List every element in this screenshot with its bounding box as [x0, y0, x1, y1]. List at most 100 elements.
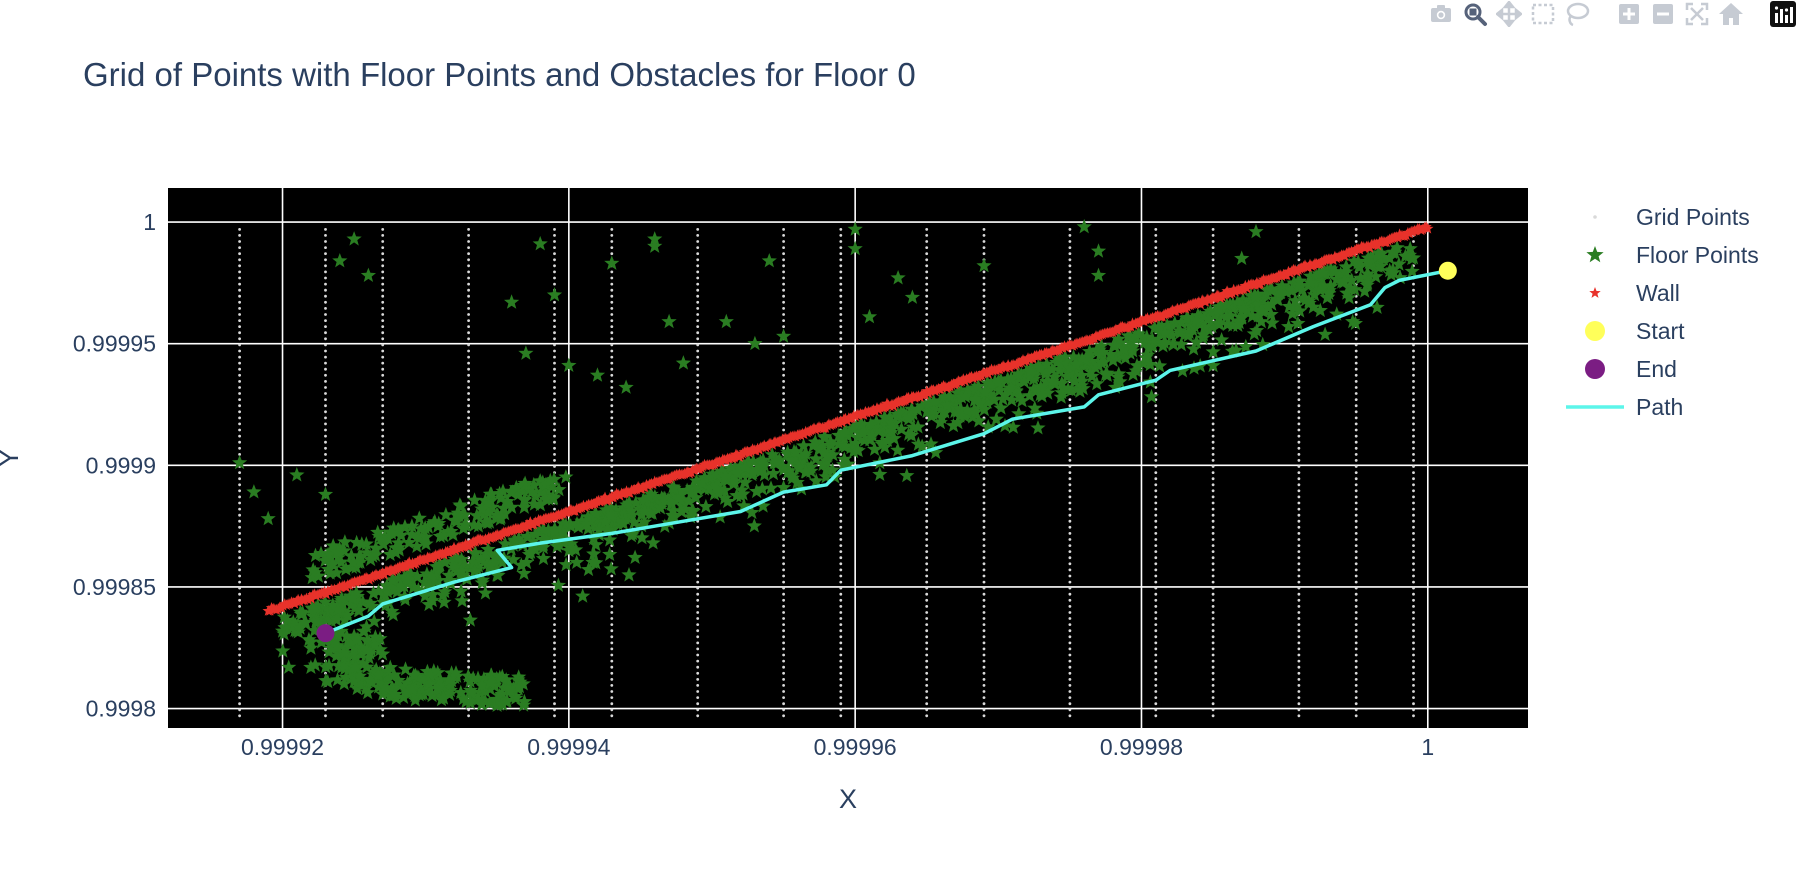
floor-point [1345, 313, 1361, 329]
grid-point [467, 240, 470, 243]
floor-point [1044, 361, 1060, 377]
grid-point [1412, 337, 1415, 341]
floor-point [1339, 285, 1355, 300]
floor-point [568, 542, 584, 557]
grid-point [982, 440, 986, 444]
grid-point [553, 234, 556, 237]
grid-point [1297, 635, 1301, 639]
grid-point [324, 319, 327, 322]
grid-point [238, 276, 242, 280]
floor-point [1188, 334, 1204, 349]
grid-point [238, 246, 242, 250]
floor-point [373, 530, 389, 545]
grid-point [696, 373, 700, 377]
grid-point [839, 483, 843, 487]
grid-point [553, 349, 556, 353]
floor-point [1039, 356, 1055, 371]
grid-point [1154, 264, 1158, 268]
grid-point [1297, 714, 1301, 718]
grid-point [1297, 568, 1301, 572]
grid-point [1211, 538, 1215, 541]
grid-point [1297, 678, 1301, 681]
grid-point [1154, 483, 1158, 487]
floor-point [634, 529, 650, 545]
x-tick-label: 0.99998 [1100, 734, 1183, 760]
floor-point [292, 620, 308, 635]
grid-point [610, 234, 614, 237]
grid-point [1412, 288, 1415, 292]
lasso-select-button[interactable] [1560, 0, 1594, 28]
floor-point [847, 221, 863, 236]
grid-point [1154, 501, 1158, 505]
grid-point [1211, 562, 1215, 566]
zoom-in-button[interactable] [1612, 0, 1646, 28]
grid-point [696, 532, 700, 535]
grid-point [610, 380, 614, 383]
grid-point [1154, 708, 1158, 712]
grid-point [1412, 386, 1415, 389]
legend-item[interactable]: Path [1566, 394, 1683, 420]
floor-point [404, 681, 420, 697]
grid-point [467, 434, 470, 438]
floor-point [523, 544, 539, 559]
reset-axes-button[interactable] [1714, 0, 1748, 28]
grid-point [467, 343, 470, 347]
floor-point [490, 567, 506, 582]
grid-point [1211, 264, 1215, 268]
pan-button[interactable] [1492, 0, 1526, 28]
legend-label: Path [1636, 394, 1683, 420]
floor-point [385, 680, 401, 695]
floor-point [430, 685, 447, 701]
grid-point [839, 319, 843, 322]
grid-point [467, 234, 470, 237]
grid-point [381, 580, 385, 584]
grid-point [1297, 477, 1301, 481]
grid-point [324, 300, 327, 304]
floor-point [833, 428, 849, 444]
floor-point [899, 467, 915, 483]
grid-point [467, 489, 470, 493]
grid-point [925, 459, 929, 462]
grid-point [381, 246, 385, 250]
grid-point [696, 629, 700, 633]
plotly-logo-button[interactable] [1766, 0, 1800, 28]
box-select-button[interactable] [1526, 0, 1560, 28]
floor-point [875, 415, 891, 430]
camera-button[interactable] [1424, 0, 1458, 28]
grid-point [381, 446, 385, 450]
grid-point [925, 294, 929, 298]
floor-point [348, 659, 364, 675]
floor-point [1205, 343, 1221, 359]
grid-point [1297, 398, 1301, 401]
grid-point [782, 544, 785, 547]
floor-point [805, 437, 821, 453]
wall-point [868, 403, 880, 415]
grid-point [467, 252, 470, 256]
floor-point [603, 508, 619, 523]
grid-point [839, 568, 843, 572]
grid-point [1211, 647, 1215, 651]
legend-item[interactable]: Wall [1589, 280, 1680, 306]
autoscale-button[interactable] [1680, 0, 1714, 28]
zoom-button[interactable] [1458, 0, 1492, 28]
grid-point [1154, 270, 1158, 274]
floor-point [368, 661, 384, 677]
legend-item[interactable]: Floor Points [1586, 242, 1759, 268]
floor-point [446, 553, 462, 569]
grid-point [1211, 276, 1215, 280]
grid-point [553, 331, 556, 335]
floor-point [1009, 377, 1025, 392]
floor-point [447, 560, 463, 575]
legend-item[interactable]: Grid Points [1593, 204, 1750, 230]
floor-point [737, 474, 753, 490]
floor-point [335, 644, 352, 660]
zoom-out-button[interactable] [1646, 0, 1680, 28]
floor-point [355, 656, 371, 671]
floor-point [364, 598, 380, 613]
grid-point [839, 562, 843, 566]
grid-point [1068, 276, 1072, 280]
grid-point [925, 623, 929, 626]
legend-item[interactable]: Start [1585, 318, 1685, 344]
floor-point [993, 372, 1009, 387]
legend-item[interactable]: End [1585, 356, 1677, 382]
